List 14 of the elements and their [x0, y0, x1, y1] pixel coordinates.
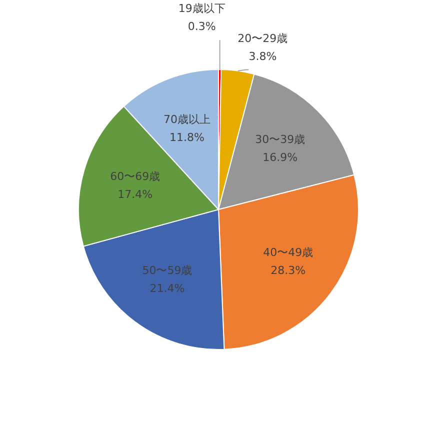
- slice-label: 19歳以下: [178, 2, 226, 16]
- slice-label: 20〜29歳: [238, 32, 288, 45]
- data-label: 11.8%: [170, 131, 205, 144]
- data-label: 16.9%: [262, 150, 298, 164]
- data-label: 21.4%: [150, 282, 185, 296]
- slice-label: 70歳以上: [164, 113, 211, 126]
- data-label: 28.3%: [270, 264, 306, 277]
- data-label: 17.4%: [118, 188, 153, 201]
- data-label: 3.8%: [248, 50, 277, 63]
- slice-label: 50〜59歳: [142, 264, 192, 278]
- data-label: 0.3%: [188, 20, 216, 34]
- slice-label: 40〜49歳: [263, 246, 314, 259]
- slice-label: 60〜69歳: [110, 170, 160, 183]
- slice-label: 30〜39歳: [255, 132, 306, 146]
